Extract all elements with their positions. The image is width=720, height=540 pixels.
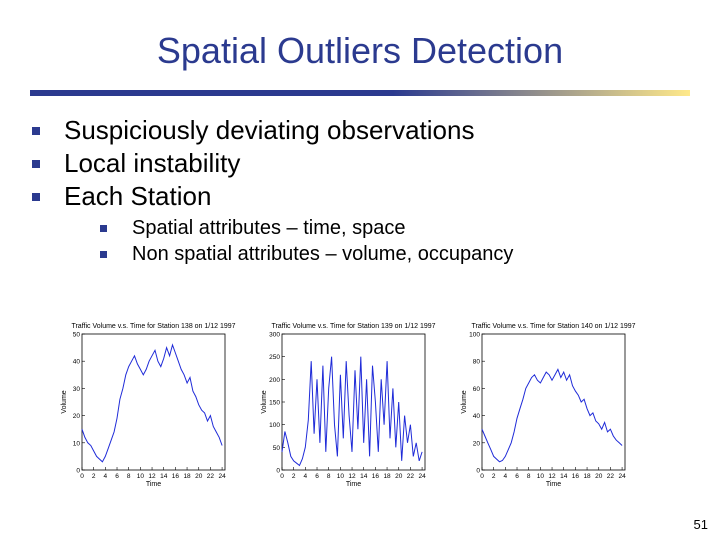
- chart-station-139: Traffic Volume v.s. Time for Station 139…: [260, 318, 440, 490]
- y-axis-label: Volume: [461, 390, 468, 413]
- x-tick-label: 18: [383, 473, 391, 480]
- x-tick-label: 22: [407, 473, 415, 480]
- sub-bullet-text: Non spatial attributes – volume, occupan…: [132, 243, 514, 265]
- bullet-text: Each Station: [64, 181, 212, 211]
- x-tick-label: 12: [148, 473, 156, 480]
- y-tick-label: 10: [73, 440, 81, 447]
- x-tick-label: 2: [92, 473, 96, 480]
- sub-bullet-text: Spatial attributes – time, space: [132, 217, 406, 239]
- bullet-square-icon: [100, 225, 107, 232]
- x-tick-label: 22: [207, 473, 215, 480]
- sub-bullet-item: Spatial attributes – time, space: [98, 215, 513, 241]
- series-line: [281, 356, 423, 467]
- plot-frame: [481, 333, 626, 471]
- chart-station-138: Traffic Volume v.s. Time for Station 138…: [60, 318, 240, 490]
- chart-svg: Traffic Volume v.s. Time for Station 139…: [261, 323, 436, 488]
- x-tick-label: 2: [492, 473, 496, 480]
- x-tick-label: 0: [480, 473, 484, 480]
- y-tick-label: 300: [269, 332, 280, 339]
- bullet-item: Local instability: [30, 147, 513, 180]
- chart-svg: Traffic Volume v.s. Time for Station 140…: [461, 323, 636, 488]
- x-tick-label: 24: [418, 473, 426, 480]
- bullet-square-icon: [100, 251, 107, 258]
- y-tick-label: 250: [269, 354, 280, 361]
- x-tick-label: 4: [104, 473, 108, 480]
- y-tick-label: 100: [469, 332, 480, 339]
- page-number: 51: [693, 517, 708, 532]
- sub-bullet-item: Non spatial attributes – volume, occupan…: [98, 241, 513, 267]
- y-tick-label: 0: [476, 468, 480, 475]
- chart-title: Traffic Volume v.s. Time for Station 139…: [271, 323, 435, 330]
- x-tick-label: 16: [172, 473, 180, 480]
- y-tick-label: 200: [269, 377, 280, 384]
- x-tick-label: 16: [572, 473, 580, 480]
- x-tick-label: 20: [595, 473, 603, 480]
- y-axis-label: Volume: [261, 390, 268, 413]
- bullet-text: Local instability: [64, 148, 241, 178]
- series-line: [81, 343, 223, 463]
- x-tick-label: 20: [195, 473, 203, 480]
- y-tick-label: 50: [273, 445, 281, 452]
- x-tick-label: 6: [115, 473, 119, 480]
- x-tick-label: 4: [304, 473, 308, 480]
- x-tick-label: 14: [360, 473, 368, 480]
- x-tick-label: 14: [160, 473, 168, 480]
- plot-frame: [81, 333, 226, 471]
- bullet-square-icon: [32, 160, 40, 168]
- x-tick-label: 14: [560, 473, 568, 480]
- chart-title: Traffic Volume v.s. Time for Station 140…: [471, 323, 635, 330]
- y-tick-label: 40: [73, 359, 81, 366]
- x-tick-label: 8: [127, 473, 131, 480]
- x-tick-label: 0: [280, 473, 284, 480]
- x-axis-label: Time: [146, 481, 161, 488]
- chart-station-140: Traffic Volume v.s. Time for Station 140…: [460, 318, 640, 490]
- y-tick-label: 40: [473, 413, 481, 420]
- x-tick-label: 18: [183, 473, 191, 480]
- y-tick-label: 20: [473, 440, 481, 447]
- x-tick-label: 4: [504, 473, 508, 480]
- y-axis-label: Volume: [61, 390, 68, 413]
- bullet-item: Suspiciously deviating observations: [30, 114, 513, 147]
- x-tick-label: 10: [537, 473, 545, 480]
- y-tick-label: 60: [473, 386, 481, 393]
- bullet-square-icon: [32, 193, 40, 201]
- y-tick-label: 100: [269, 422, 280, 429]
- x-tick-label: 6: [315, 473, 319, 480]
- series-line: [481, 368, 623, 463]
- x-tick-label: 12: [348, 473, 356, 480]
- x-tick-label: 24: [618, 473, 626, 480]
- sub-bullet-list: Spatial attributes – time, space Non spa…: [98, 215, 513, 267]
- x-tick-label: 24: [218, 473, 226, 480]
- y-tick-label: 30: [73, 386, 81, 393]
- chart-title: Traffic Volume v.s. Time for Station 138…: [71, 323, 235, 330]
- x-tick-label: 18: [583, 473, 591, 480]
- x-tick-label: 16: [372, 473, 380, 480]
- bullet-item: Each Station Spatial attributes – time, …: [30, 180, 513, 267]
- x-tick-label: 20: [395, 473, 403, 480]
- bullet-text: Suspiciously deviating observations: [64, 115, 475, 145]
- x-tick-label: 2: [292, 473, 296, 480]
- y-tick-label: 50: [73, 332, 81, 339]
- bullet-list: Suspiciously deviating observations Loca…: [30, 114, 513, 267]
- y-tick-label: 80: [473, 359, 481, 366]
- x-tick-label: 10: [337, 473, 345, 480]
- x-tick-label: 22: [607, 473, 615, 480]
- x-tick-label: 6: [515, 473, 519, 480]
- x-tick-label: 10: [137, 473, 145, 480]
- title-divider: [30, 90, 690, 96]
- y-tick-label: 0: [76, 468, 80, 475]
- x-axis-label: Time: [546, 481, 561, 488]
- x-tick-label: 8: [327, 473, 331, 480]
- slide-title: Spatial Outliers Detection: [156, 30, 564, 71]
- x-tick-label: 8: [527, 473, 531, 480]
- chart-svg: Traffic Volume v.s. Time for Station 138…: [61, 323, 236, 488]
- x-tick-label: 0: [80, 473, 84, 480]
- y-tick-label: 0: [276, 468, 280, 475]
- x-axis-label: Time: [346, 481, 361, 488]
- bullet-square-icon: [32, 127, 40, 135]
- y-tick-label: 150: [269, 400, 280, 407]
- y-tick-label: 20: [73, 413, 81, 420]
- x-tick-label: 12: [548, 473, 556, 480]
